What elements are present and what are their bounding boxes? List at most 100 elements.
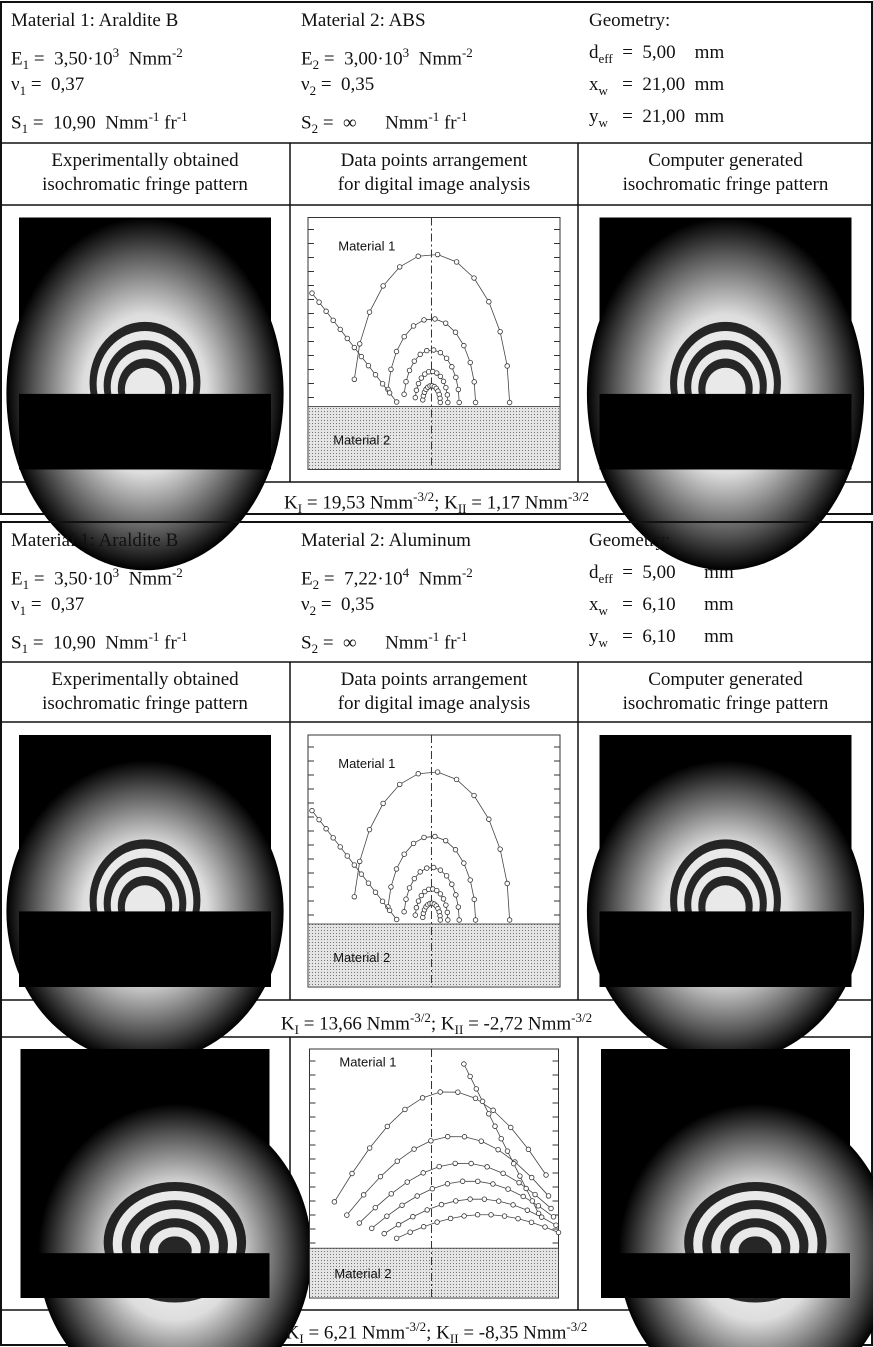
data-point — [454, 260, 459, 265]
data-point — [404, 379, 409, 384]
data-point — [402, 334, 407, 339]
text-run: y — [589, 106, 599, 127]
parameter-line: xw = 21,00 mm — [589, 74, 724, 102]
data-point — [359, 354, 364, 359]
text-run: = 21,00 mm — [608, 74, 724, 95]
data-point — [414, 388, 419, 393]
data-point — [501, 1171, 506, 1176]
supscript: -2 — [462, 45, 473, 60]
parameter-line: Material 1: Araldite B — [11, 530, 178, 552]
data-point — [317, 817, 322, 822]
column-title: isochromatic fringe pattern — [578, 693, 873, 715]
material-2-region — [600, 394, 852, 470]
data-point — [422, 835, 427, 840]
data-point — [378, 1174, 383, 1179]
data-point — [454, 893, 459, 898]
data-point — [431, 348, 436, 353]
parameter-line: S2 = ∞ Nmm-1 fr-1 — [301, 106, 467, 140]
data-point — [518, 1174, 523, 1179]
column-title: Computer generated — [578, 669, 873, 691]
text-run: S — [11, 112, 22, 133]
data-point — [473, 400, 478, 405]
parameter-line: Material 1: Araldite B — [11, 10, 178, 32]
data-point — [556, 1230, 561, 1235]
data-point — [317, 300, 322, 305]
subscript: II — [450, 1331, 459, 1346]
data-point — [529, 1220, 534, 1225]
parameter-line: E2 = 7,22·104 Nmm-2 — [301, 562, 473, 596]
data-point — [507, 918, 512, 923]
data-point — [450, 882, 455, 887]
data-point — [438, 374, 443, 379]
data-point — [380, 899, 385, 904]
data-point — [533, 1192, 538, 1197]
parameter-line: deff = 5,00 mm — [589, 42, 724, 70]
data-point — [530, 1199, 535, 1204]
data-point — [361, 1193, 366, 1198]
plot-label: Material 1 — [339, 1054, 396, 1069]
data-point — [498, 847, 503, 852]
text-run: x — [589, 74, 599, 95]
parameter-line: ν1 = 0,37 — [11, 594, 84, 622]
text-run: = 3,50·10 — [29, 48, 113, 69]
text-run: = 6,21 Nmm — [304, 1322, 406, 1343]
plot-label: Material 2 — [333, 432, 390, 447]
text-run: Nmm — [409, 48, 462, 69]
data-point — [421, 1171, 426, 1176]
parameter-line: ν2 = 0,35 — [301, 594, 374, 622]
data-point — [521, 1194, 526, 1199]
data-point — [468, 1074, 473, 1079]
supscript: -3/2 — [413, 489, 434, 504]
material-2-region — [601, 1253, 850, 1298]
data-point — [402, 852, 407, 857]
text-run: = 10,90 Nmm — [28, 632, 149, 653]
text-run: Geometry: — [589, 10, 670, 31]
material-2-region — [19, 394, 271, 470]
material-2-region — [21, 1253, 270, 1298]
data-point — [445, 1181, 450, 1186]
data-point — [389, 1192, 394, 1197]
plot-label: Material 2 — [334, 1266, 391, 1281]
data-point — [454, 375, 459, 380]
data-point — [446, 400, 451, 405]
data-point — [415, 1194, 420, 1199]
text-run: Material 1: Araldite B — [11, 10, 178, 31]
data-point — [420, 1096, 425, 1101]
data-point — [412, 359, 417, 364]
text-run: E — [301, 568, 313, 589]
text-run: = 13,66 Nmm — [299, 1013, 410, 1034]
data-point — [441, 379, 446, 384]
data-point — [507, 400, 512, 405]
text-run: Nmm — [119, 48, 172, 69]
data-point — [496, 1199, 501, 1204]
supscript: -3/2 — [410, 1010, 431, 1025]
text-run: = 3,00·10 — [319, 48, 403, 69]
column-title: for digital image analysis — [290, 693, 578, 715]
data-point — [480, 1099, 485, 1104]
data-point — [516, 1216, 521, 1221]
text-run: fr — [159, 112, 176, 133]
text-run: E — [11, 48, 23, 69]
data-point — [453, 330, 458, 335]
column-title: isochromatic fringe pattern — [0, 693, 290, 715]
text-run: S — [11, 632, 22, 653]
text-run: y — [589, 626, 599, 647]
supscript: -1 — [149, 109, 160, 124]
data-point — [350, 1171, 355, 1176]
data-point — [424, 348, 429, 353]
data-point — [402, 392, 407, 397]
data-point — [526, 1147, 531, 1152]
data-point — [418, 352, 423, 357]
text-run: Nmm — [409, 568, 462, 589]
data-point — [402, 909, 407, 914]
fringe-image — [21, 1049, 312, 1347]
data-point — [472, 380, 477, 385]
data-point — [472, 276, 477, 281]
supscript: -1 — [457, 109, 468, 124]
data-point — [416, 899, 421, 904]
data-point — [473, 1096, 478, 1101]
data-point — [487, 299, 492, 304]
data-point — [439, 1202, 444, 1207]
material-2-region — [600, 911, 852, 987]
data-point — [508, 1125, 513, 1130]
